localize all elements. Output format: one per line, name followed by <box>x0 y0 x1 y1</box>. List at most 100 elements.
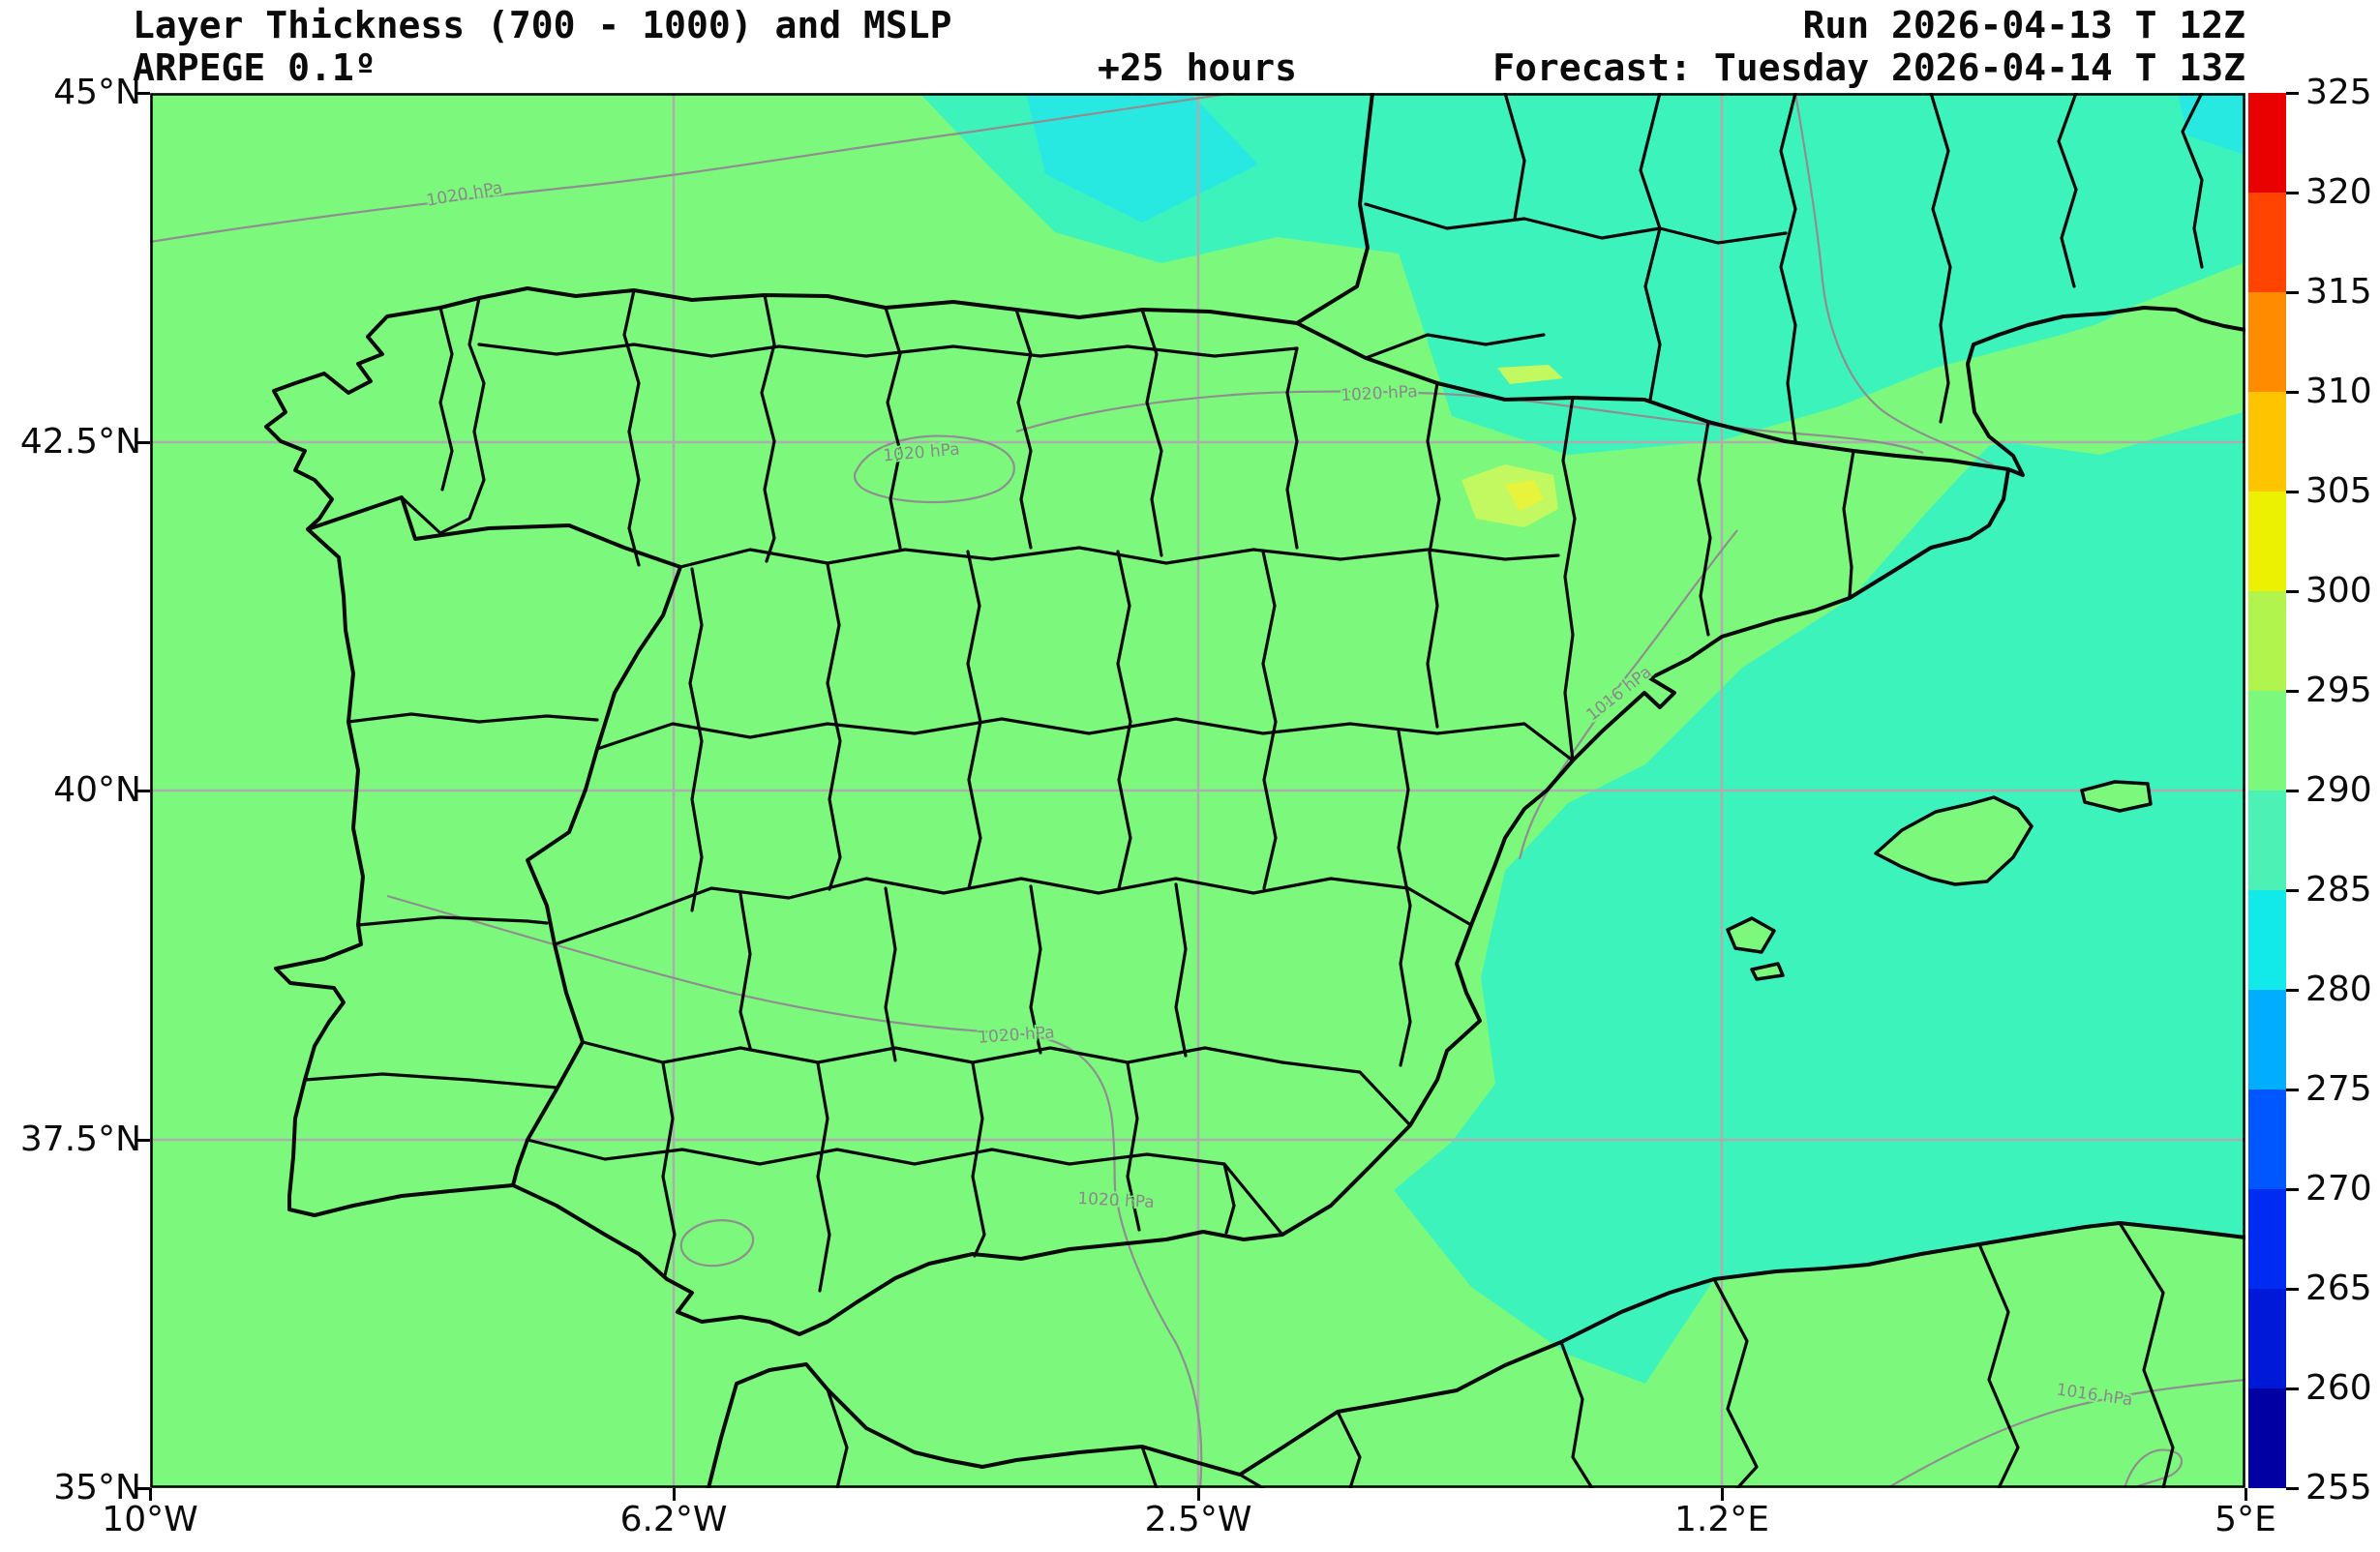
y-tick-label: 37.5°N <box>19 1119 141 1159</box>
colorbar-tick-mark <box>2286 888 2299 892</box>
x-tick-label: 5°E <box>2214 1500 2276 1539</box>
yellow-green-sliver <box>1497 365 1563 384</box>
colorbar-tick-label: 315 <box>2305 272 2372 312</box>
colorbar-segment <box>2248 492 2286 591</box>
colorbar-tick-label: 265 <box>2305 1268 2372 1308</box>
y-tick-mark <box>136 440 150 444</box>
colorbar-segment <box>2248 392 2286 492</box>
colorbar-segment <box>2248 292 2286 392</box>
ibiza-island <box>1726 916 1776 954</box>
colorbar-tick-label: 285 <box>2305 870 2372 910</box>
forecast-timestamp: Forecast: Tuesday 2026-04-14 T 13Z <box>1492 46 2245 89</box>
colorbar-segment <box>2248 890 2286 990</box>
isobar-northeast <box>1793 93 1995 466</box>
colorbar-segment <box>2248 1189 2286 1289</box>
colorbar-tick-mark <box>2286 689 2299 693</box>
x-tick-mark <box>1196 1488 1200 1501</box>
colorbar-tick-label: 325 <box>2305 73 2372 112</box>
isobar-value-label: 1020 hPa <box>1340 381 1419 406</box>
model-label: ARPEGE 0.1º <box>133 46 377 89</box>
formentera-island <box>1750 962 1785 981</box>
map-frame <box>150 93 2245 1488</box>
colorbar-tick-mark <box>2286 1287 2299 1291</box>
x-tick-mark <box>148 1488 152 1501</box>
colorbar-segment <box>2248 591 2286 691</box>
forecast-map-image <box>150 93 2245 1488</box>
isobar-value-label: 1020 hPa <box>1076 1188 1156 1213</box>
colorbar-tick-label: 300 <box>2305 571 2372 611</box>
colorbar-tick-label: 305 <box>2305 471 2372 511</box>
iberia-france-coastline <box>264 93 2245 1336</box>
colorbar-segment <box>2248 193 2286 292</box>
colorbar-segment <box>2248 1089 2286 1189</box>
colorbar-tick-mark <box>2286 1387 2299 1390</box>
isobar-1020-northwest <box>150 93 1235 244</box>
y-tick-label: 45°N <box>53 73 141 112</box>
isobar-1020-loop-north <box>853 434 1015 504</box>
colorbar-tick-mark <box>2286 191 2299 194</box>
isobar-1016-valencia <box>1518 529 1738 860</box>
colorbar <box>2248 93 2286 1488</box>
menorca-island <box>2080 780 2153 813</box>
x-tick-mark <box>1720 1488 1724 1501</box>
forecast-hour-label: +25 hours <box>1098 46 1297 89</box>
mallorca-island <box>1874 795 2034 886</box>
colorbar-tick-label: 280 <box>2305 970 2372 1009</box>
colorbar-tick-mark <box>2286 1187 2299 1191</box>
colorbar-tick-label: 310 <box>2305 372 2372 411</box>
colorbar-tick-label: 275 <box>2305 1069 2372 1109</box>
colorbar-tick-label: 295 <box>2305 671 2372 710</box>
isobar-hook-africa <box>2123 1448 2184 1488</box>
spain-province-borders-vertical <box>400 288 1855 1293</box>
x-tick-mark <box>2244 1488 2247 1501</box>
colorbar-tick-mark <box>2286 589 2299 593</box>
colorbar-tick-mark <box>2286 1486 2299 1490</box>
colorbar-tick-mark <box>2286 988 2299 992</box>
colorbar-tick-mark <box>2286 91 2299 95</box>
cyan-patch-northeast <box>1026 93 1258 223</box>
y-tick-mark <box>136 91 150 95</box>
colorbar-tick-label: 320 <box>2305 172 2372 212</box>
france-teal-fill <box>919 93 2245 455</box>
colorbar-tick-label: 270 <box>2305 1169 2372 1209</box>
isobar-1016-africa <box>1886 1378 2245 1488</box>
y-tick-mark <box>136 1138 150 1142</box>
gridlines <box>150 93 2245 1488</box>
map-area <box>150 93 2245 1488</box>
colorbar-segment <box>2248 1388 2286 1488</box>
chart-title: Layer Thickness (700 - 1000) and MSLP <box>133 4 952 46</box>
x-tick-label: 2.5°W <box>1144 1500 1252 1539</box>
x-tick-mark <box>672 1488 676 1501</box>
y-tick-mark <box>136 1486 150 1490</box>
y-tick-mark <box>136 789 150 792</box>
y-tick-label: 35°N <box>53 1468 141 1507</box>
colorbar-tick-label: 260 <box>2305 1368 2372 1408</box>
colorbar-segment <box>2248 691 2286 791</box>
colorbar-tick-mark <box>2286 1088 2299 1091</box>
x-tick-label: 6.2°W <box>619 1500 728 1539</box>
x-tick-label: 10°W <box>102 1500 198 1539</box>
colorbar-segment <box>2248 1289 2286 1388</box>
africa-internal-borders <box>826 1221 2175 1488</box>
colorbar-tick-mark <box>2286 789 2299 792</box>
pyrenees-border <box>1295 321 2010 471</box>
portugal-spain-border <box>306 495 682 1187</box>
y-tick-label: 40°N <box>53 770 141 810</box>
x-tick-label: 1.2°E <box>1674 1500 1769 1539</box>
colorbar-segment <box>2248 93 2286 193</box>
colorbar-tick-mark <box>2286 490 2299 493</box>
yellow-patch-ebro <box>1505 480 1544 511</box>
spain-province-borders-horizontal <box>303 343 1575 1237</box>
y-tick-label: 42.5°N <box>19 422 141 462</box>
isobar-1020-south <box>386 894 1203 1488</box>
colorbar-tick-mark <box>2286 390 2299 394</box>
colorbar-segment <box>2248 990 2286 1089</box>
isobar-loop-granada <box>679 1219 755 1268</box>
colorbar-tick-mark <box>2286 290 2299 294</box>
africa-coastline <box>707 1221 2245 1488</box>
colorbar-tick-label: 255 <box>2305 1468 2372 1507</box>
colorbar-tick-label: 290 <box>2305 770 2372 810</box>
run-timestamp: Run 2026-04-13 T 12Z <box>1802 4 2245 46</box>
colorbar-segment <box>2248 791 2286 890</box>
